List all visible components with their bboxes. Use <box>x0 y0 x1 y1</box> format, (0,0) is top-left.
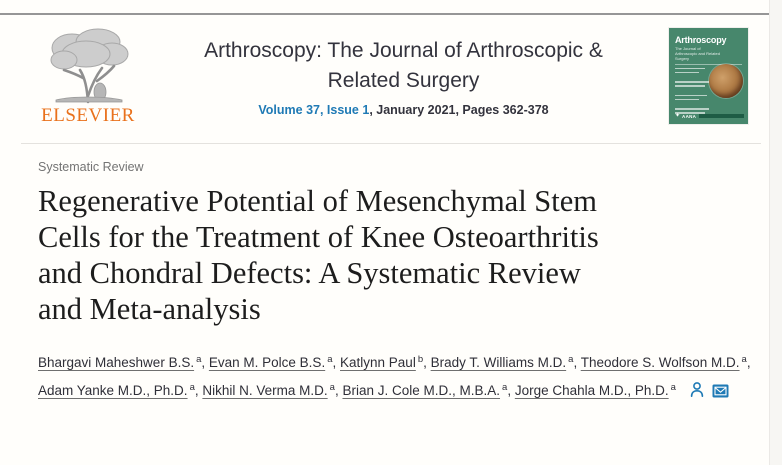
author-affiliation-sup: a <box>329 381 335 393</box>
header-divider <box>21 143 761 144</box>
cover-article-lines <box>675 67 709 114</box>
author-affiliation-sup: a <box>502 381 508 393</box>
author-affiliation-sup: b <box>417 353 424 365</box>
cover-rule <box>675 64 742 65</box>
author-affiliation-sup: a <box>189 381 195 393</box>
cover-journal-name: Arthroscopy <box>675 35 727 45</box>
author-affiliation-sup: a <box>741 353 747 365</box>
article-title-line1: Regenerative Potential of Mesenchymal St… <box>38 184 598 218</box>
publisher-wordmark: ELSEVIER <box>41 105 135 126</box>
author-profile-icon[interactable] <box>689 380 705 408</box>
author-link[interactable]: Bhargavi Maheshwer B.S. a <box>38 353 202 370</box>
journal-title-line1: Arthroscopy: The Journal of Arthroscopic… <box>204 39 603 62</box>
issue-date-pages: , January 2021, Pages 362-378 <box>369 103 549 117</box>
author-link[interactable]: Brian J. Cole M.D., M.B.A. a <box>342 381 508 398</box>
cover-footer: ✦ AANA <box>675 113 748 119</box>
author-affiliation-sup: a <box>568 353 574 365</box>
issue-line: Volume 37, Issue 1, January 2021, Pages … <box>138 103 669 117</box>
author-affiliation-sup: a <box>670 381 676 393</box>
elsevier-tree-icon <box>50 28 129 104</box>
author-link[interactable]: Theodore S. Wolfson M.D. a <box>580 353 747 370</box>
author-link[interactable]: Evan M. Polce B.S. a <box>208 353 333 370</box>
article-title-line4: and Meta-analysis <box>38 292 261 326</box>
journal-title-line2: Related Surgery <box>327 69 480 92</box>
page-edge-strip <box>769 0 782 465</box>
journal-cover-thumbnail[interactable]: Arthroscopy The Journal of Arthroscopic … <box>669 28 748 124</box>
author-link[interactable]: Nikhil N. Verma M.D. a <box>202 381 335 398</box>
cover-journal-subtitle: The Journal of Arthroscopic and Related … <box>675 46 720 61</box>
author-link[interactable]: Katlynn Paul b <box>340 353 424 370</box>
author-affiliation-sup: a <box>327 353 333 365</box>
aana-logo-text: AANA <box>682 113 697 119</box>
cover-arthroscopy-photo <box>709 64 743 98</box>
cover-footer-band <box>699 114 744 118</box>
journal-title-link[interactable]: Arthroscopy: The Journal of Arthroscopic… <box>138 36 669 96</box>
journal-banner: ELSEVIER Arthroscopy: The Journal of Art… <box>38 26 748 127</box>
author-icons <box>682 382 729 398</box>
author-affiliation-sup: a <box>196 353 202 365</box>
article-title: Regenerative Potential of Mesenchymal St… <box>38 183 760 327</box>
author-byline: Bhargavi Maheshwer B.S. a, Evan M. Polce … <box>38 349 760 408</box>
article-type-label: Systematic Review <box>38 160 144 174</box>
author-link[interactable]: Adam Yanke M.D., Ph.D. a <box>38 381 195 398</box>
article-title-line3: and Chondral Defects: A Systematic Revie… <box>38 256 581 290</box>
article-title-line2: Cells for the Treatment of Knee Osteoart… <box>38 220 599 254</box>
author-link[interactable]: Jorge Chahla M.D., Ph.D. a <box>514 381 676 398</box>
elsevier-logo[interactable]: ELSEVIER <box>38 26 138 127</box>
aana-logo-icon: ✦ <box>675 113 681 119</box>
corresponding-author-email-icon[interactable] <box>712 380 729 408</box>
author-list: Bhargavi Maheshwer B.S. a, Evan M. Polce … <box>38 353 751 398</box>
author-link[interactable]: Brady T. Williams M.D. a <box>430 353 574 370</box>
header-top-rule <box>0 13 769 15</box>
volume-issue-link[interactable]: Volume 37, Issue 1 <box>258 103 370 117</box>
